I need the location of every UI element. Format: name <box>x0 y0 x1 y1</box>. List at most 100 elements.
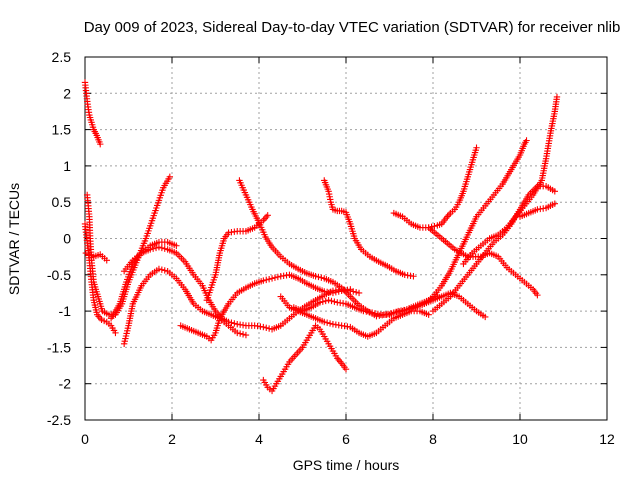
data-point <box>97 140 104 148</box>
series-track-18 <box>425 224 541 299</box>
data-point <box>431 222 438 230</box>
x-tick-label: 12 <box>599 431 615 447</box>
data-point <box>325 297 332 304</box>
data-points <box>81 79 561 395</box>
data-point <box>149 245 157 252</box>
x-tick-label: 10 <box>512 431 528 447</box>
y-tick-label: 2 <box>63 85 71 101</box>
data-point <box>406 305 413 313</box>
data-point <box>368 309 376 316</box>
axis-ticks: 0 2 4 6 8 10 12 2.5 2 1.5 1 0.5 0 -0.5 -1 -1.5 -2 -2.5 <box>47 49 615 447</box>
data-point <box>409 304 416 312</box>
series-track-19 <box>460 93 561 268</box>
data-point <box>260 277 267 284</box>
data-point <box>166 173 174 180</box>
data-point <box>523 137 530 144</box>
data-point <box>326 320 334 327</box>
data-point <box>403 306 411 313</box>
x-tick-label: 4 <box>255 431 263 447</box>
data-point <box>158 266 166 273</box>
series-track-9 <box>203 212 271 304</box>
y-tick-label: -1 <box>59 303 72 319</box>
series-track-4 <box>82 249 110 264</box>
series-track-11 <box>260 322 350 395</box>
x-axis-label: GPS time / hours <box>293 457 400 473</box>
series-track-17 <box>421 137 530 308</box>
data-point <box>410 273 417 280</box>
data-point <box>329 289 337 297</box>
x-tick-label: 0 <box>81 431 89 447</box>
data-point <box>534 291 541 299</box>
data-point <box>228 319 235 326</box>
data-point <box>231 320 238 327</box>
data-point <box>260 323 267 331</box>
series-track-12 <box>277 293 432 340</box>
data-point <box>173 242 180 249</box>
data-point <box>331 298 338 305</box>
data-point <box>271 274 279 281</box>
data-point <box>371 310 379 317</box>
data-point <box>147 246 154 253</box>
series-track-1 <box>81 79 104 148</box>
series-track-15 <box>390 144 480 231</box>
data-point <box>265 275 273 283</box>
data-point <box>316 299 324 306</box>
y-tick-label: -1.5 <box>47 339 71 355</box>
data-point <box>374 310 382 318</box>
data-point <box>315 273 322 281</box>
data-point <box>321 318 328 326</box>
series-track-6 <box>120 265 250 347</box>
data-point <box>161 267 168 274</box>
series-track-14 <box>290 289 489 321</box>
data-point <box>342 365 350 373</box>
data-point <box>328 297 335 305</box>
data-point <box>352 289 360 296</box>
y-tick-label: 0.5 <box>52 194 72 210</box>
data-point <box>335 288 342 295</box>
data-point <box>318 274 325 281</box>
data-point <box>152 244 160 252</box>
data-point <box>112 329 119 337</box>
chart-title: Day 009 of 2023, Sidereal Day-to-day VTE… <box>84 19 621 36</box>
y-tick-label: -2 <box>59 376 72 392</box>
x-tick-label: 6 <box>342 431 350 447</box>
series-track-3 <box>83 173 174 318</box>
data-point <box>82 249 90 257</box>
data-point <box>347 286 354 293</box>
data-point <box>473 144 480 151</box>
series-track-10 <box>236 177 441 320</box>
y-tick-label: 1 <box>63 158 71 174</box>
data-point <box>263 324 270 331</box>
data-point <box>274 273 282 281</box>
data-point <box>322 297 329 305</box>
data-point <box>551 200 558 207</box>
series-track-20 <box>516 200 558 220</box>
data-point <box>236 330 244 337</box>
y-tick-label: 0 <box>63 231 71 247</box>
data-point <box>268 275 276 282</box>
data-point <box>155 265 163 273</box>
data-point <box>263 276 270 284</box>
y-tick-label: -0.5 <box>47 267 71 283</box>
y-tick-label: 2.5 <box>52 49 72 65</box>
x-tick-label: 2 <box>168 431 176 447</box>
data-point <box>312 273 319 280</box>
data-point <box>425 311 432 318</box>
y-axis-label: SDTVAR / TECUs <box>6 183 22 295</box>
data-point <box>553 93 561 101</box>
data-point <box>551 188 558 195</box>
series-track-13 <box>321 177 417 280</box>
x-tick-label: 8 <box>429 431 437 447</box>
y-tick-label: -2.5 <box>47 412 71 428</box>
data-point <box>103 257 110 264</box>
y-tick-label: 1.5 <box>52 122 72 138</box>
data-point <box>155 244 163 251</box>
data-point <box>355 289 363 297</box>
data-point <box>323 319 331 326</box>
data-point <box>242 331 250 339</box>
data-point <box>158 244 166 252</box>
series-track-8 <box>177 271 354 344</box>
data-point <box>161 245 168 252</box>
data-point <box>319 298 326 305</box>
